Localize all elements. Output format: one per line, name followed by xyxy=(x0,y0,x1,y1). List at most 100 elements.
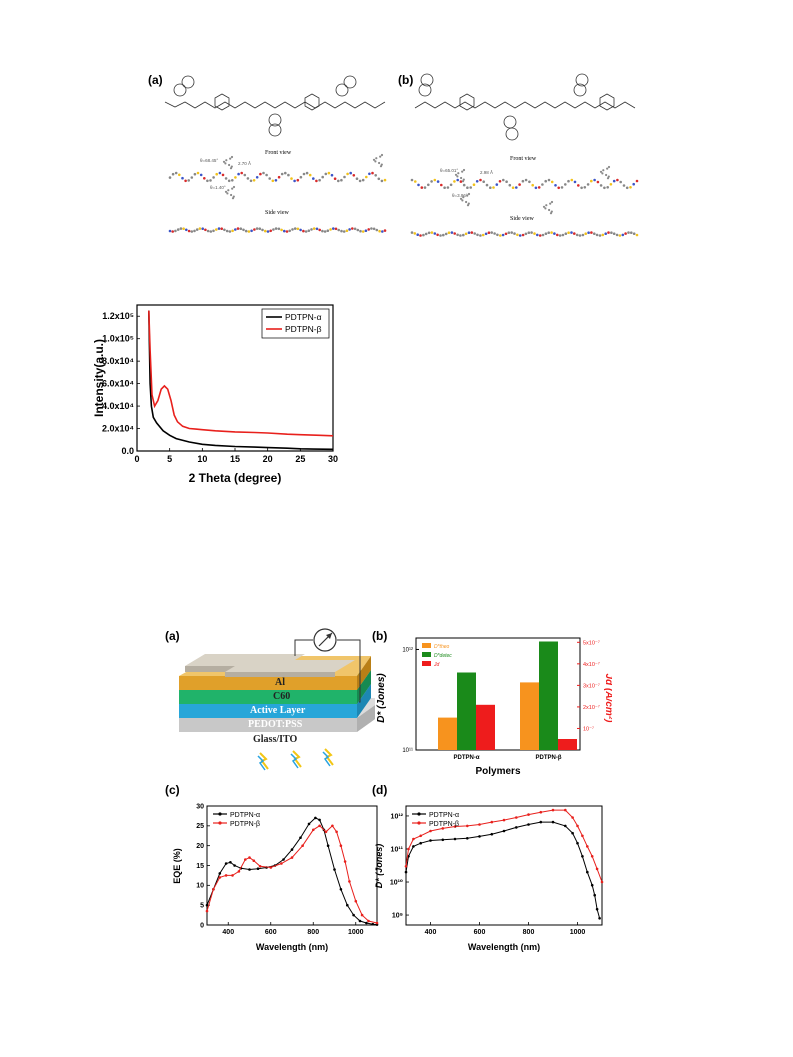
atom-ball xyxy=(609,183,613,186)
data-point xyxy=(598,917,601,920)
atom-ball xyxy=(168,176,172,179)
series-line-0 xyxy=(148,310,334,451)
y2-tick-label: 10⁻⁷ xyxy=(583,725,594,732)
atom-ball xyxy=(606,177,610,180)
atom-ball xyxy=(550,231,553,234)
atom-ball xyxy=(601,233,605,237)
atom-ball xyxy=(635,179,639,183)
atom-ball xyxy=(584,232,587,235)
atom-ball xyxy=(610,231,613,234)
atom-ball xyxy=(564,183,567,186)
atom-ball xyxy=(359,229,362,233)
atom-ball xyxy=(255,176,259,179)
atom-ball xyxy=(515,186,518,189)
atom-ball xyxy=(615,233,619,237)
atom-ball xyxy=(427,231,431,235)
dstar-ylabel: D* (Jones) xyxy=(374,844,384,889)
atom-ball xyxy=(231,229,234,233)
data-point xyxy=(490,832,494,836)
angle-label-a1: θ=68.45° xyxy=(200,158,218,163)
atom-ball xyxy=(190,176,194,179)
atom-ball xyxy=(603,186,606,190)
atom-ball xyxy=(199,173,203,177)
data-point xyxy=(593,893,596,897)
atom-ball xyxy=(201,227,204,230)
x-tick-label: 400 xyxy=(425,929,437,936)
atom-ball xyxy=(224,162,227,165)
atom-ball xyxy=(556,233,559,237)
data-point xyxy=(404,865,408,868)
atom-ball xyxy=(630,231,633,234)
data-point xyxy=(441,838,445,842)
detectivity-bar-chart: (b) PDTPN-α PDTPN-β 10¹¹ 10¹² 10⁻⁷ 2x10⁻⁷ 3x10… xyxy=(372,629,612,777)
atom-ball xyxy=(577,184,580,187)
atom-ball xyxy=(419,234,422,237)
atom-ball xyxy=(560,186,564,189)
atom-ball xyxy=(593,178,596,182)
atom-ball xyxy=(593,232,596,235)
data-point xyxy=(231,874,234,877)
atom-ball xyxy=(230,193,233,197)
series-line-1 xyxy=(148,310,334,437)
atom-ball xyxy=(185,228,188,232)
atom-ball xyxy=(422,233,425,237)
data-point xyxy=(586,845,589,848)
atom-ball xyxy=(190,230,194,233)
y2-tick-label: 5x10⁻⁷ xyxy=(583,639,600,646)
atom-ball xyxy=(372,227,376,231)
atom-ball xyxy=(440,183,443,187)
atom-ball xyxy=(456,178,460,182)
atom-ball xyxy=(234,228,237,231)
data-point xyxy=(218,872,222,875)
atom-ball xyxy=(264,229,267,233)
data-point xyxy=(343,860,347,863)
data-point xyxy=(290,856,294,859)
atom-ball xyxy=(184,179,187,183)
atom-ball xyxy=(567,179,570,183)
data-point xyxy=(248,868,251,871)
atom-ball xyxy=(524,178,528,182)
atom-ball xyxy=(345,229,349,232)
atom-ball xyxy=(315,227,319,231)
atom-ball xyxy=(355,177,359,180)
atom-ball xyxy=(410,231,414,234)
eqe-legend-beta: PDTPN-β xyxy=(230,821,260,828)
atom-ball xyxy=(459,234,462,237)
y-tick-label: 10¹¹ xyxy=(391,846,404,853)
atom-ball xyxy=(171,230,174,233)
layer-label-active: Active Layer xyxy=(250,705,306,716)
bar-1-1 xyxy=(539,641,558,750)
atom-ball xyxy=(427,183,430,187)
atom-ball xyxy=(348,228,351,231)
atom-ball xyxy=(333,177,337,180)
atom-ball xyxy=(312,177,315,180)
atom-ball xyxy=(580,186,583,190)
atom-ball xyxy=(353,227,357,231)
atom-ball xyxy=(545,204,548,207)
atom-ball xyxy=(501,233,505,237)
atom-ball xyxy=(528,180,531,184)
atom-ball xyxy=(627,231,630,234)
atom-ball xyxy=(271,179,275,183)
atom-ball xyxy=(423,186,427,189)
atom-ball xyxy=(496,233,499,237)
atom-ball xyxy=(324,172,328,176)
data-point xyxy=(453,837,457,841)
atom-ball xyxy=(590,179,593,183)
atom-ball xyxy=(531,183,534,187)
data-point xyxy=(419,841,422,845)
atom-ball xyxy=(379,165,383,168)
x-tick-label: 800 xyxy=(523,929,535,936)
atom-ball xyxy=(561,233,565,237)
y-tick-label: 20 xyxy=(196,843,204,850)
atom-ball xyxy=(453,180,456,183)
bar-2-1 xyxy=(558,739,577,750)
data-point xyxy=(429,839,432,842)
atom-ball xyxy=(337,228,340,232)
bar-legend: D*theo D*detec Jd xyxy=(422,643,452,668)
data-point xyxy=(237,870,241,873)
atom-ball xyxy=(379,155,382,158)
dstar-panel-label: (d) xyxy=(372,783,387,797)
atom-ball xyxy=(505,180,508,183)
atom-ball xyxy=(171,172,175,176)
